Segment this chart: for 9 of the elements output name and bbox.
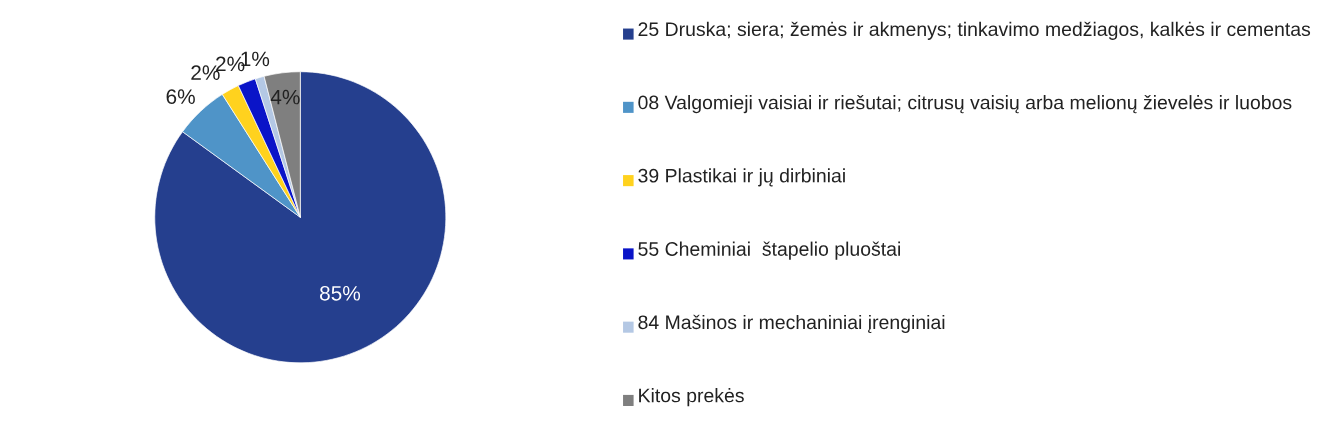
- legend-label: 08 Valgomieji vaisiai ir riešutai; citrusų vaisių arba melionų žievelės ir luobos: [638, 95, 1292, 114]
- legend-label: 25 Druska; siera; žemės ir akmenys; tinkavimo medžiagos, kalkės ir cementas: [638, 21, 1311, 40]
- data-label: 85%: [320, 285, 361, 301]
- data-label: 6%: [166, 89, 195, 105]
- legend-label: 55 Cheminiai štapelio pluoštai: [638, 241, 900, 260]
- legend-label: Kitos prekės: [639, 388, 744, 407]
- legend-label: 39 Plastikai ir jų dirbiniai: [638, 168, 845, 187]
- legend-label: 84 Mašinos ir mechaniniai įrenginiai: [638, 314, 945, 334]
- data-label: 4%: [270, 89, 300, 105]
